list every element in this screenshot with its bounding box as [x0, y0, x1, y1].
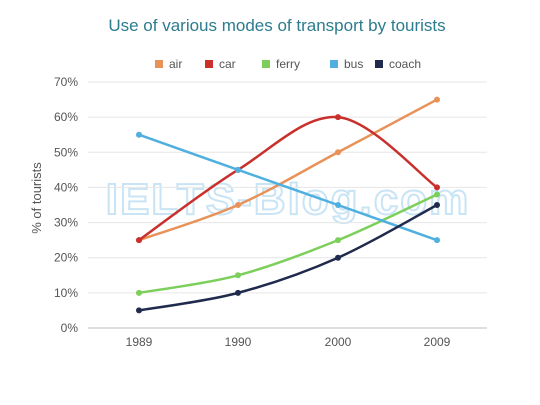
y-tick-label: 0% — [61, 321, 79, 335]
data-point-bus — [235, 166, 241, 173]
series-line-bus — [137, 133, 439, 242]
gridlines — [88, 81, 487, 329]
data-point-air — [335, 149, 341, 156]
data-point-car — [434, 184, 440, 191]
series-line-car — [137, 115, 439, 242]
x-tick-label: 1989 — [126, 335, 153, 349]
legend-item-bus: bus — [330, 57, 363, 71]
legend-item-ferry: ferry — [262, 57, 300, 71]
y-tick-label: 50% — [54, 145, 78, 159]
series-line-coach — [137, 203, 439, 312]
legend-item-air: air — [155, 57, 182, 71]
data-point-coach — [335, 254, 341, 261]
x-tick-label: 2009 — [424, 335, 451, 349]
legend-swatch — [155, 60, 163, 68]
y-axis-label: % of tourists — [29, 162, 44, 234]
legend-label: car — [219, 57, 236, 71]
legend-item-coach: coach — [375, 57, 421, 71]
data-point-car — [335, 114, 341, 121]
series-group — [136, 96, 440, 314]
legend-swatch — [205, 60, 213, 68]
chart-title: Use of various modes of transport by tou… — [108, 16, 445, 35]
y-tick-label: 70% — [54, 75, 78, 89]
y-tick-label: 40% — [54, 180, 78, 194]
series-bus — [136, 131, 440, 244]
legend-label: coach — [389, 57, 421, 71]
series-coach — [136, 202, 440, 314]
x-tick-label: 1990 — [225, 335, 252, 349]
watermark-text: IELTS-Blog.com — [106, 175, 471, 224]
y-axis: 0% 10% 20% 30% 40% 50% 60% 70% — [54, 75, 78, 335]
y-tick-label: 10% — [54, 286, 78, 300]
legend: air car ferry bus coach — [155, 57, 421, 71]
series-line-ferry — [137, 193, 439, 295]
series-ferry — [136, 191, 440, 296]
legend-swatch — [330, 60, 338, 68]
watermark: IELTS-Blog.com — [105, 174, 471, 225]
data-point-air — [235, 202, 241, 208]
data-point-ferry — [434, 191, 440, 198]
data-point-air — [434, 96, 440, 103]
data-point-ferry — [136, 289, 142, 296]
y-tick-label: 20% — [54, 251, 78, 265]
legend-swatch — [375, 60, 383, 68]
legend-label: ferry — [276, 57, 300, 71]
legend-swatch — [262, 60, 270, 68]
data-point-bus — [136, 131, 142, 138]
data-point-ferry — [335, 237, 341, 244]
series-line-air — [137, 98, 439, 242]
legend-item-car: car — [205, 57, 236, 71]
data-point-bus — [434, 237, 440, 244]
legend-label: bus — [344, 57, 363, 71]
y-tick-label: 60% — [54, 110, 78, 124]
x-axis: 1989 1990 2000 2009 — [126, 335, 451, 349]
data-point-car — [136, 237, 142, 244]
data-point-coach — [434, 202, 440, 208]
y-tick-label: 30% — [54, 216, 78, 230]
data-point-coach — [235, 289, 241, 296]
data-point-ferry — [235, 272, 241, 279]
x-tick-label: 2000 — [325, 335, 352, 349]
data-point-bus — [335, 202, 341, 208]
data-point-coach — [136, 307, 142, 314]
legend-label: air — [169, 57, 182, 71]
